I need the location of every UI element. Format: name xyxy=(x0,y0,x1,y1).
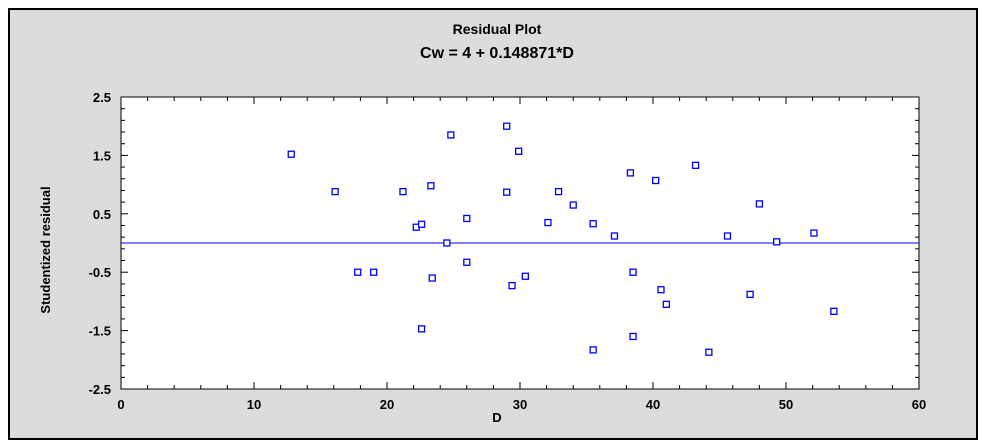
data-point xyxy=(370,268,378,276)
y-tick-label: 2.5 xyxy=(93,90,111,105)
y-tick-label: -2.5 xyxy=(89,382,111,397)
y-axis-label: Studentized residual xyxy=(38,186,53,313)
data-point xyxy=(691,161,700,169)
data-point xyxy=(521,272,529,280)
x-tick-label: 50 xyxy=(779,397,793,412)
x-tick-label: 10 xyxy=(247,397,261,412)
data-point xyxy=(569,201,577,209)
data-points xyxy=(287,122,838,356)
data-point xyxy=(443,239,451,247)
data-point xyxy=(629,332,637,341)
data-point xyxy=(755,200,764,208)
y-tick-label: -1.5 xyxy=(89,324,111,339)
data-point xyxy=(515,147,523,155)
data-point xyxy=(657,286,665,294)
residual-plot-chart: Residual Plot Cw = 4 + 0.148871*D D Stud… xyxy=(38,21,927,425)
data-point xyxy=(399,187,407,196)
data-point xyxy=(427,182,435,190)
y-tick-label: 0.5 xyxy=(93,207,111,222)
data-point xyxy=(652,176,660,185)
data-point xyxy=(354,268,362,276)
data-point xyxy=(810,229,818,237)
axis-ticks: 0 10 20 30 40 50 60 2.5 1.5 0.5 -0.5 -1.5 -2.5 xyxy=(89,90,927,412)
x-tick-label: 60 xyxy=(912,397,926,412)
data-point xyxy=(746,290,754,299)
x-tick-label: 0 xyxy=(117,397,124,412)
data-point xyxy=(287,150,295,158)
data-point xyxy=(544,218,552,227)
x-axis-label: D xyxy=(492,410,501,425)
data-point xyxy=(705,348,713,356)
x-tick-label: 40 xyxy=(646,397,660,412)
x-tick-label: 30 xyxy=(513,397,527,412)
data-point xyxy=(503,122,511,130)
y-tick-label: 1.5 xyxy=(93,148,111,163)
data-point xyxy=(629,268,637,276)
data-point xyxy=(554,187,563,196)
data-point xyxy=(589,220,597,228)
data-point xyxy=(626,169,635,177)
data-point xyxy=(589,346,597,354)
chart-title: Residual Plot xyxy=(453,21,542,37)
data-point xyxy=(463,214,471,223)
data-point xyxy=(610,232,619,240)
chart-subtitle: Cw = 4 + 0.148871*D xyxy=(420,45,574,62)
data-point xyxy=(428,274,436,282)
data-point xyxy=(830,307,838,315)
data-point xyxy=(463,258,471,266)
y-tick-label: -0.5 xyxy=(89,265,111,280)
data-point xyxy=(331,187,339,196)
data-point xyxy=(662,300,670,308)
data-point xyxy=(723,232,732,240)
chart-panel: Residual Plot Cw = 4 + 0.148871*D D Stud… xyxy=(8,8,978,440)
data-point xyxy=(417,325,426,333)
x-tick-label: 20 xyxy=(380,397,394,412)
data-point xyxy=(508,281,516,290)
data-point xyxy=(503,188,511,196)
data-point xyxy=(417,220,426,228)
data-point xyxy=(773,238,781,246)
data-point xyxy=(447,131,455,139)
